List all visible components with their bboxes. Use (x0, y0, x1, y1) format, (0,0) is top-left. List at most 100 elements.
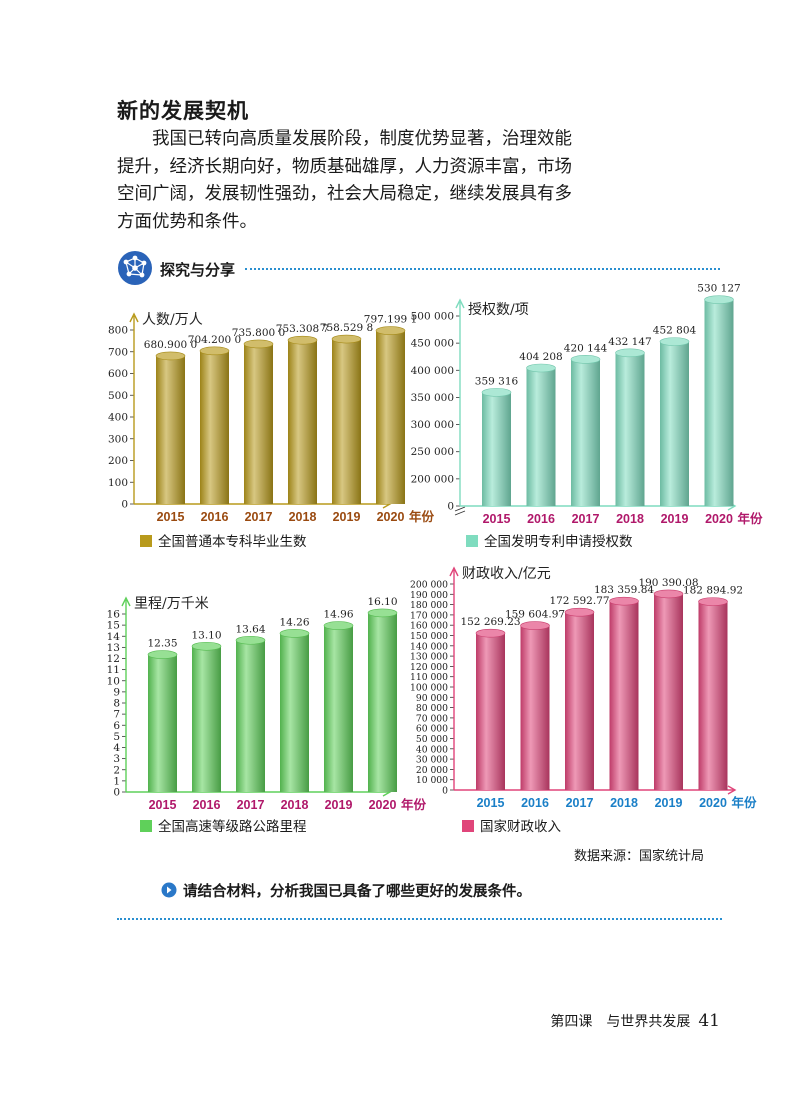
bar (526, 368, 556, 506)
y-tick-label: 100 (108, 477, 128, 489)
arrow-bullet-icon (161, 882, 177, 898)
y-axis-arrow (129, 312, 139, 323)
bar (482, 392, 511, 506)
bar (654, 593, 683, 790)
explore-title: 探究与分享 (160, 261, 236, 279)
x-tick-label: 2020 (699, 796, 727, 810)
chart-fiscal-revenue: 0 10 000 20 000 30 000 40 000 50 000 60 000 70 … (400, 566, 757, 815)
chart-highways: 0 1 2 3 4 5 6 7 8 9 10 11 12 13 14 15 16 里程/万千米 12.35 2015 1… (100, 580, 427, 815)
y-tick-label: 9 (113, 686, 120, 698)
chart-highways-svg: 012345678910111213141516里程/万千米12.3520151… (107, 596, 427, 812)
x-tick-label: 2015 (483, 512, 511, 526)
bar-cap (199, 346, 230, 356)
x-tick-label: 2019 (325, 798, 353, 812)
bar (476, 633, 505, 790)
legend-swatch (462, 820, 474, 832)
bar (698, 601, 728, 790)
chart-graduates-svg: 0 100 200 300 400 500 600 700 800 人数/万人 680.900 0 2… (108, 312, 435, 524)
y-tick-label: 450 000 (411, 338, 454, 350)
bar (200, 350, 229, 504)
x-tick-label: 2016 (527, 512, 555, 526)
bar-cap (653, 589, 684, 599)
y-tick-label: 0 (447, 501, 454, 513)
y-tick-label: 10 000 (416, 775, 448, 786)
y-tick-label: 80 000 (416, 703, 448, 714)
data-label: 152 269.23 (460, 616, 520, 628)
data-label: 797.199 1 (364, 314, 417, 326)
section-heading: 新的发展契机 (117, 99, 249, 123)
data-label: 12.35 (147, 638, 177, 650)
bar-cap (155, 351, 186, 361)
bar (660, 341, 689, 506)
bar (704, 299, 734, 506)
legend-highways: 全国高速等级路公路里程 (140, 815, 307, 835)
dotted-divider (245, 268, 720, 270)
bar-cap (609, 596, 639, 606)
legend-swatch (140, 535, 152, 547)
bar-cap (520, 621, 550, 630)
y-tick-label: 2 (113, 764, 120, 776)
bar-cap (659, 337, 690, 346)
y-tick-label: 800 (108, 325, 128, 337)
bar-cap (481, 388, 512, 397)
chart-patents: 0 200 000 250 000 300 000 350 000 400 000 450 … (400, 283, 763, 532)
data-label: 420 144 (564, 342, 608, 354)
x-axis-suffix: 年份 (409, 509, 435, 524)
y-tick-label: 100 000 (410, 683, 448, 694)
paragraph-line: 提升，经济长期向好，物质基础雄厚，人力资源丰富，市场 (117, 156, 572, 177)
legend-swatch (466, 535, 478, 547)
data-label: 404 208 (519, 351, 562, 363)
bar (288, 340, 317, 504)
x-axis-arrow (727, 785, 737, 795)
bar (156, 355, 185, 504)
bar (609, 601, 639, 790)
y-tick-label: 500 000 (411, 311, 454, 323)
data-label: 753.308 7 (276, 323, 329, 335)
data-label: 182 894.92 (683, 585, 743, 597)
bar-cap (698, 597, 728, 606)
bar (244, 343, 273, 504)
y-tick-label: 16 (107, 609, 121, 621)
y-tick-label: 200 000 (410, 580, 448, 591)
legend-label: 全国发明专利申请授权数 (484, 534, 633, 550)
x-tick-label: 2018 (616, 512, 644, 526)
x-axis-suffix: 年份 (738, 511, 764, 526)
data-label: 183 359.84 (594, 584, 654, 596)
bar (280, 633, 309, 792)
y-tick-label: 7 (113, 709, 120, 721)
y-tick-label: 400 000 (411, 365, 454, 377)
x-tick-label: 2019 (333, 510, 361, 524)
page-footer: 第四课 与世界共发展 41 (550, 1011, 720, 1031)
legend-graduates: 全国普通本专科毕业生数 (140, 530, 307, 550)
y-axis-title: 里程/万千米 (134, 596, 209, 612)
bar-cap (615, 348, 645, 358)
y-axis-arrow (455, 298, 465, 309)
y-tick-label: 130 000 (410, 652, 448, 663)
data-label: 432 147 (608, 336, 651, 348)
bar (565, 612, 594, 790)
bar-cap (564, 607, 595, 617)
bar (520, 625, 550, 790)
data-label: 190 390.08 (638, 577, 698, 589)
bar-cap (191, 641, 222, 651)
y-axis-title: 人数/万人 (142, 312, 203, 328)
x-tick-label: 2015 (477, 796, 505, 810)
y-tick-label: 150 000 (410, 631, 448, 642)
legend-label: 国家财政收入 (480, 819, 561, 835)
y-tick-label: 400 (108, 412, 128, 424)
y-tick-label: 15 (107, 620, 120, 632)
bar-cap (526, 363, 556, 373)
x-tick-label: 2015 (149, 798, 177, 812)
x-tick-label: 2018 (281, 798, 309, 812)
y-tick-label: 200 (108, 455, 128, 467)
y-axis-arrow (449, 566, 459, 577)
x-tick-label: 2016 (201, 510, 229, 524)
y-tick-label: 20 000 (416, 765, 448, 776)
data-label: 758.529 8 (320, 322, 373, 334)
x-tick-label: 2020 (705, 512, 733, 526)
y-tick-label: 70 000 (416, 713, 448, 724)
y-tick-label: 160 000 (410, 621, 448, 632)
bar-cap (331, 334, 362, 344)
bar-cap (279, 629, 310, 638)
data-label: 530 127 (697, 283, 740, 295)
